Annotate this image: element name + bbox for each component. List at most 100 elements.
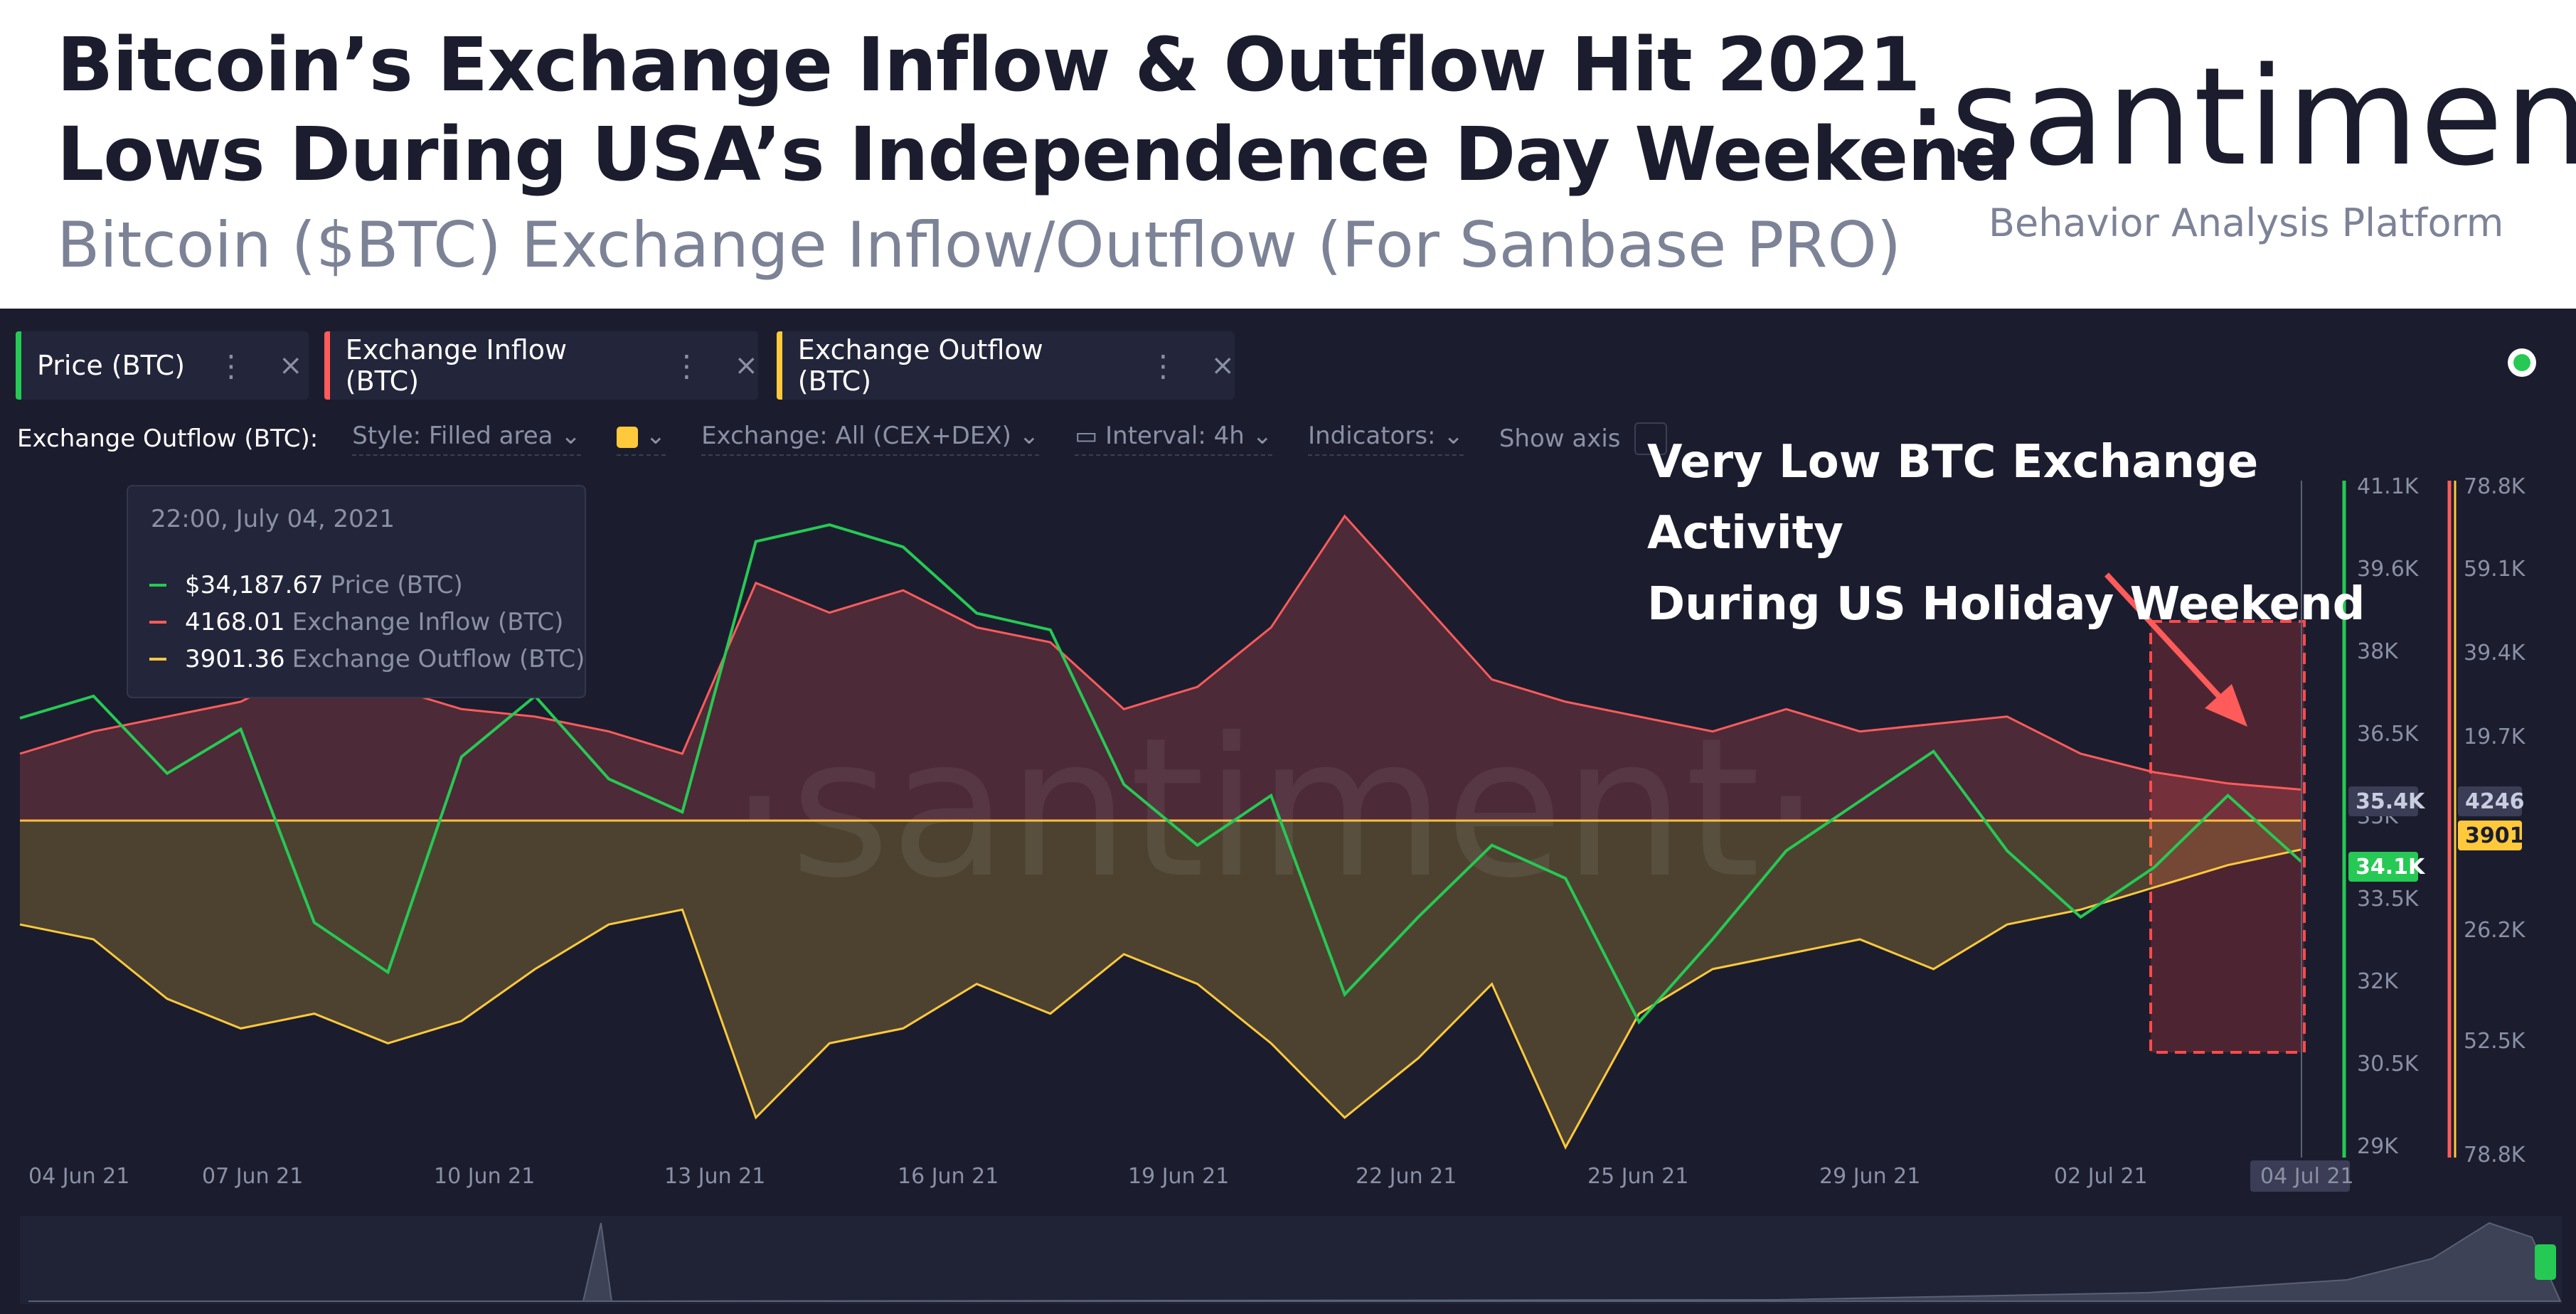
x-axis-crosshair-bg xyxy=(2250,1160,2350,1192)
page-title: Bitcoin’s Exchange Inflow & Outflow Hit … xyxy=(57,20,2013,199)
tooltip-row-outflow: 3901.36 Exchange Outflow (BTC) xyxy=(149,643,585,675)
show-axis-checkbox[interactable] xyxy=(1634,422,1668,455)
flow-axis-tick-label: 59.1K xyxy=(2464,557,2526,582)
chart-tooltip: 22:00, July 04, 2021 $34,187.67 Price (B… xyxy=(127,485,586,698)
x-axis-tick-label: 04 Jul 21 xyxy=(2260,1164,2354,1189)
x-axis-tick-label: 07 Jun 21 xyxy=(202,1164,303,1189)
exchange-dropdown[interactable]: Exchange: All (CEX+DEX) ⌄ xyxy=(701,422,1040,456)
color-swatch-icon xyxy=(616,426,638,448)
flow-axis-tick-label: 26.2K xyxy=(2464,918,2526,943)
series-marker-icon xyxy=(149,621,166,624)
outflow-series-area xyxy=(20,821,2301,1148)
price-current-label: 34.1K xyxy=(2348,852,2426,882)
tooltip-value: 4168.01 xyxy=(185,608,285,636)
price-crosshair-label: 35.4K xyxy=(2348,786,2426,816)
metric-chip-price[interactable]: Price (BTC) ⋮ × xyxy=(16,331,309,400)
interval-dropdown[interactable]: ▭ Interval: 4h ⌄ xyxy=(1075,422,1273,456)
indicators-dropdown[interactable]: Indicators: ⌄ xyxy=(1308,422,1464,456)
tooltip-row-price: $34,187.67 Price (BTC) xyxy=(149,569,463,602)
close-icon[interactable]: × xyxy=(279,349,303,382)
chart-panel xyxy=(0,309,2576,1314)
logo-tagline: Behavior Analysis Platform xyxy=(1989,201,2504,245)
kebab-menu-icon[interactable]: ⋮ xyxy=(1148,348,1178,383)
tooltip-value: 3901.36 xyxy=(185,645,285,673)
price-crosshair-label-text: 35.4K xyxy=(2356,789,2426,814)
metric-chip-label: Exchange Outflow (BTC) xyxy=(797,334,1043,397)
navigator-track xyxy=(20,1216,2562,1304)
interval-dropdown-label: Interval: 4h xyxy=(1105,422,1245,450)
live-status-icon xyxy=(2508,348,2536,377)
inflow-current-label-bg xyxy=(2458,786,2522,816)
price-axis-tick-label: 29K xyxy=(2357,1134,2399,1159)
outflow-current-label: 3901 xyxy=(2458,821,2525,850)
x-axis-tick-label: 29 Jun 21 xyxy=(1819,1164,1920,1189)
page-subtitle: Bitcoin ($BTC) Exchange Inflow/Outflow (… xyxy=(57,208,1902,282)
kebab-menu-icon[interactable]: ⋮ xyxy=(216,348,247,383)
navigator-handle xyxy=(2535,1244,2556,1280)
outflow-current-label-bg xyxy=(2458,821,2522,850)
close-icon[interactable]: × xyxy=(734,349,758,382)
price-axis-tick-label: 41.1K xyxy=(2357,474,2420,499)
metric-chip-outflow[interactable]: Exchange Outflow (BTC) ⋮ × xyxy=(777,331,1235,400)
tooltip-value: $34,187.67 xyxy=(185,571,324,599)
flow-axis-tick-label: 19.7K xyxy=(2464,725,2526,749)
title-line-1: Bitcoin’s Exchange Inflow & Outflow Hit … xyxy=(57,21,1920,108)
style-dropdown[interactable]: Style: Filled area ⌄ xyxy=(352,422,581,456)
x-axis-tick-label: 10 Jun 21 xyxy=(434,1164,535,1189)
exchange-dropdown-label: Exchange: All (CEX+DEX) xyxy=(701,422,1011,450)
inflow-current-label: 4246 xyxy=(2458,786,2525,816)
color-picker[interactable]: ⌄ xyxy=(616,422,666,456)
tooltip-series-name: Exchange Outflow (BTC) xyxy=(292,645,585,673)
price-axis-tick-label: 39.6K xyxy=(2357,557,2420,582)
price-current-label-bg xyxy=(2348,852,2418,882)
settings-metric-label: Exchange Outflow (BTC): xyxy=(17,424,319,453)
chart-annotation: Very Low BTC Exchange Activity During US… xyxy=(1647,427,2429,640)
flow-axis-tick-label: 78.8K xyxy=(2464,1143,2526,1168)
series-marker-icon xyxy=(149,584,166,587)
annotation-arrow-head xyxy=(2205,684,2247,727)
price-series-line xyxy=(19,523,2303,1025)
price-crosshair-label-bg xyxy=(2348,786,2418,816)
tooltip-series-name: Price (BTC) xyxy=(330,571,463,599)
inflow-current-label-text: 4246 xyxy=(2465,789,2525,814)
santiment-logo: ·santiment· xyxy=(1906,38,2576,196)
metric-settings-bar: Exchange Outflow (BTC): Style: Filled ar… xyxy=(17,421,1668,456)
price-current-label-text: 34.1K xyxy=(2356,855,2426,880)
flow-axis-tick-label: 52.5K xyxy=(2464,1029,2526,1054)
x-axis-tick-label: 02 Jul 21 xyxy=(2054,1164,2148,1189)
inflow-series-area xyxy=(20,516,2301,821)
x-axis-tick-label: 19 Jun 21 xyxy=(1128,1164,1229,1189)
metric-chip-label: Price (BTC) xyxy=(37,350,186,381)
show-axis-label: Show axis xyxy=(1499,424,1621,453)
annotation-arrow-line xyxy=(2104,572,2228,706)
x-axis-tick-label: 13 Jun 21 xyxy=(664,1164,765,1189)
outflow-current-label-text: 3901 xyxy=(2465,823,2525,848)
style-dropdown-label: Style: Filled area xyxy=(352,422,553,450)
price-axis-tick-label: 38K xyxy=(2357,639,2399,664)
header: Bitcoin’s Exchange Inflow & Outflow Hit … xyxy=(0,0,2576,309)
x-axis-tick-label: 25 Jun 21 xyxy=(1587,1164,1688,1189)
tooltip-series-name: Exchange Inflow (BTC) xyxy=(292,608,564,636)
title-line-2: Lows During USA’s Independence Day Weeke… xyxy=(57,111,2013,198)
tooltip-row-inflow: 4168.01 Exchange Inflow (BTC) xyxy=(149,606,563,639)
series-marker-icon xyxy=(149,658,166,661)
x-axis-tick-label: 22 Jun 21 xyxy=(1356,1164,1457,1189)
kebab-menu-icon[interactable]: ⋮ xyxy=(671,348,702,383)
metric-color-bar xyxy=(324,331,330,400)
price-axis-tick-label: 33.5K xyxy=(2357,887,2420,912)
metric-chip-label: Exchange Inflow (BTC) xyxy=(345,334,568,397)
calendar-icon: ▭ xyxy=(1075,422,1098,450)
price-axis-tick-label: 32K xyxy=(2357,969,2399,994)
metric-color-bar xyxy=(777,331,782,400)
annotation-line-2: During US Holiday Weekend xyxy=(1647,578,2365,631)
tooltip-date: 22:00, July 04, 2021 xyxy=(151,505,395,533)
close-icon[interactable]: × xyxy=(1210,349,1235,382)
x-axis-tick-label: 04 Jun 21 xyxy=(28,1164,129,1189)
x-axis-tick-label: 16 Jun 21 xyxy=(898,1164,999,1189)
metric-chip-inflow[interactable]: Exchange Inflow (BTC) ⋮ × xyxy=(324,331,758,400)
metric-color-bar xyxy=(16,331,21,400)
flow-axis-tick-label: 78.8K xyxy=(2464,474,2526,499)
annotation-line-1: Very Low BTC Exchange Activity xyxy=(1647,436,2259,560)
outflow-series-line xyxy=(19,848,2302,1150)
